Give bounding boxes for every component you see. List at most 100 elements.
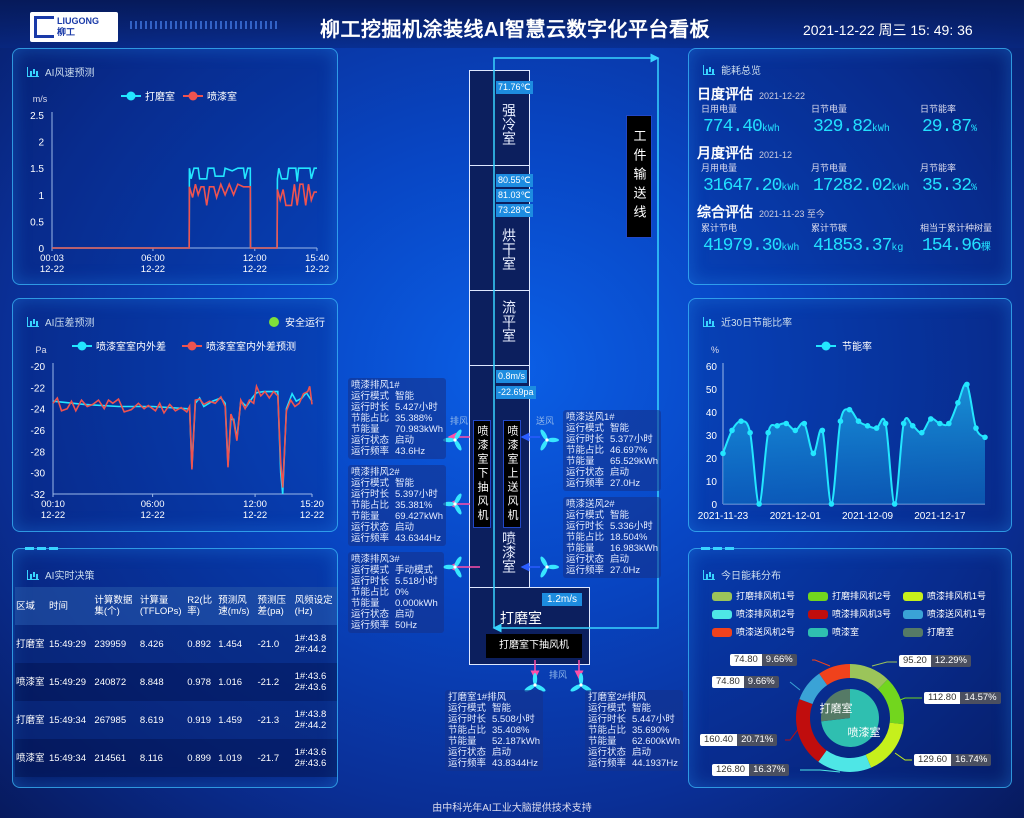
column-header: R2(比率) bbox=[186, 587, 218, 625]
outer-slice[interactable] bbox=[865, 722, 904, 768]
legend-label[interactable]: 喷漆室 bbox=[207, 90, 237, 103]
data-point[interactable] bbox=[900, 420, 907, 427]
data-point[interactable] bbox=[946, 420, 952, 427]
data-point[interactable] bbox=[765, 429, 771, 436]
legend-marker[interactable] bbox=[187, 341, 197, 351]
legend-item[interactable]: 打磨排风机2号 bbox=[808, 591, 891, 601]
fan-info-label: 节能占比 bbox=[351, 587, 390, 598]
data-point[interactable] bbox=[783, 420, 790, 427]
data-point[interactable] bbox=[729, 427, 735, 434]
x-tick-date: 12-22 bbox=[141, 264, 165, 275]
section-heading-text: 月度评估 bbox=[697, 145, 753, 161]
data-point[interactable] bbox=[846, 406, 853, 413]
fan-icon[interactable] bbox=[539, 429, 559, 452]
fan-info-label: 运行模式 bbox=[588, 703, 627, 714]
data-point[interactable] bbox=[792, 427, 799, 434]
legend-item[interactable]: 打磨排风机1号 bbox=[712, 591, 795, 601]
legend-item[interactable]: 喷漆排风机3号 bbox=[808, 609, 891, 619]
fan-info-label: 运行时长 bbox=[566, 521, 605, 532]
data-point[interactable] bbox=[964, 381, 970, 388]
grinding-fan-label: 打磨室下抽风机 bbox=[486, 634, 582, 658]
fan-info-row: 运行频率 43.6Hz bbox=[351, 446, 443, 457]
fan-icon[interactable] bbox=[524, 673, 547, 693]
metric-unit: kWh bbox=[761, 124, 780, 135]
data-point[interactable] bbox=[937, 420, 943, 427]
data-point[interactable] bbox=[855, 418, 862, 425]
outer-slice[interactable] bbox=[850, 664, 888, 690]
data-point[interactable] bbox=[738, 418, 744, 425]
legend-marker[interactable] bbox=[188, 91, 198, 101]
legend-item[interactable]: 喷漆送风机2号 bbox=[712, 627, 795, 637]
legend-marker[interactable] bbox=[77, 341, 87, 351]
fan-icon[interactable] bbox=[570, 673, 593, 693]
fan-info-card[interactable]: 打磨室1#排风 运行模式 智能 运行时长 5.508小时 节能占比 35.408% 节能量 52… bbox=[445, 690, 544, 771]
table-row[interactable]: 喷漆室 15:49:29 240872 8.848 0.978 1.016 -21.2 1#:… bbox=[15, 663, 337, 701]
slice-value: 126.80 bbox=[712, 764, 750, 776]
fan-info-card[interactable]: 喷漆排风1# 运行模式 智能 运行时长 5.427小时 节能占比 35.388% 节能量 70.… bbox=[348, 378, 447, 459]
data-point[interactable] bbox=[828, 501, 835, 507]
data-point[interactable] bbox=[927, 416, 934, 422]
outer-slice[interactable] bbox=[877, 679, 904, 725]
data-point[interactable] bbox=[756, 501, 762, 507]
data-point[interactable] bbox=[955, 400, 961, 406]
energy-panel: 能耗总览 bbox=[688, 48, 1012, 285]
legend-label: 喷漆排风机2号 bbox=[736, 609, 796, 619]
table-cell: 15:49:29 bbox=[48, 663, 94, 701]
fan-info-card[interactable]: 打磨室2#排风 运行模式 智能 运行时长 5.447小时 节能占比 35.690% 节能量 62… bbox=[585, 690, 684, 771]
outer-slice[interactable] bbox=[818, 750, 872, 772]
data-point[interactable] bbox=[882, 420, 889, 427]
legend-label[interactable]: 节能率 bbox=[842, 340, 872, 353]
fan-info-card[interactable]: 喷漆排风2# 运行模式 智能 运行时长 5.397小时 节能占比 35.381% 节能量 69.… bbox=[348, 465, 447, 546]
legend-item[interactable]: 喷漆排风机2号 bbox=[712, 609, 795, 619]
y-tick-label: 0 bbox=[711, 500, 717, 511]
table-row[interactable]: 喷漆室 15:49:34 214561 8.116 0.899 1.019 -21.7 1#:… bbox=[15, 739, 337, 777]
status-text: 安全运行 bbox=[285, 318, 325, 329]
fan-info-row: 运行频率 27.0Hz bbox=[566, 565, 658, 576]
label-leader-line bbox=[894, 752, 912, 761]
legend-label[interactable]: 喷漆室室内外差 bbox=[96, 340, 166, 353]
outer-slice[interactable] bbox=[799, 673, 828, 705]
data-point[interactable] bbox=[973, 425, 979, 431]
metric-label: 日节能率 bbox=[920, 104, 957, 114]
fan-info-value: 69.427kWh bbox=[395, 511, 444, 522]
inner-slice[interactable] bbox=[821, 689, 850, 722]
fan-info-card[interactable]: 喷漆送风1# 运行模式 智能 运行时长 5.377小时 节能占比 46.697% 节能量 65.… bbox=[563, 410, 662, 491]
legend-marker[interactable] bbox=[126, 91, 136, 101]
data-point[interactable] bbox=[801, 420, 808, 427]
legend-label[interactable]: 打磨室 bbox=[145, 90, 175, 103]
data-point[interactable] bbox=[918, 429, 925, 436]
data-point[interactable] bbox=[774, 423, 781, 429]
x-tick-time: 12:00 bbox=[243, 499, 267, 510]
data-point[interactable] bbox=[873, 425, 880, 431]
data-point[interactable] bbox=[819, 427, 826, 434]
inner-slice[interactable] bbox=[821, 689, 879, 747]
legend-item[interactable]: 打磨室 bbox=[903, 627, 954, 637]
fan-info-card[interactable]: 喷漆送风2# 运行模式 智能 运行时长 5.336小时 节能占比 18.504% 节能量 16.… bbox=[563, 497, 662, 578]
fan-info-label: 运行模式 bbox=[351, 565, 390, 576]
legend-label[interactable]: 喷漆室室内外差预测 bbox=[206, 340, 296, 353]
data-point[interactable] bbox=[720, 450, 726, 457]
legend-item[interactable]: 喷漆排风机1号 bbox=[903, 591, 986, 601]
legend-marker[interactable] bbox=[821, 341, 831, 351]
data-point[interactable] bbox=[982, 434, 988, 441]
data-point[interactable] bbox=[909, 423, 916, 429]
outer-slice[interactable] bbox=[795, 699, 827, 762]
table-row[interactable]: 打磨室 15:49:29 239959 8.426 0.892 1.454 -21.0 1#:… bbox=[15, 625, 337, 663]
fan-icon[interactable] bbox=[443, 556, 463, 579]
slice-value: 112.80 bbox=[924, 692, 961, 704]
data-point[interactable] bbox=[864, 423, 871, 429]
data-point[interactable] bbox=[747, 429, 753, 436]
fan-info-label: 节能量 bbox=[588, 736, 617, 747]
fan-info-card[interactable]: 喷漆排风3# 运行模式 手动模式 运行时长 5.518小时 节能占比 0% 节能量 0.000k… bbox=[348, 552, 444, 633]
outer-slice[interactable] bbox=[819, 664, 850, 686]
legend-item[interactable]: 喷漆送风机1号 bbox=[903, 609, 986, 619]
data-point[interactable] bbox=[837, 418, 844, 425]
table-cell: -21.0 bbox=[256, 625, 294, 663]
data-point[interactable] bbox=[891, 501, 898, 507]
table-row[interactable]: 打磨室 15:49:34 267985 8.619 0.919 1.459 -21.3 1#:… bbox=[15, 701, 337, 739]
fan-icon[interactable] bbox=[539, 556, 559, 579]
legend-item[interactable]: 喷漆室 bbox=[808, 627, 859, 637]
data-point[interactable] bbox=[810, 450, 817, 457]
